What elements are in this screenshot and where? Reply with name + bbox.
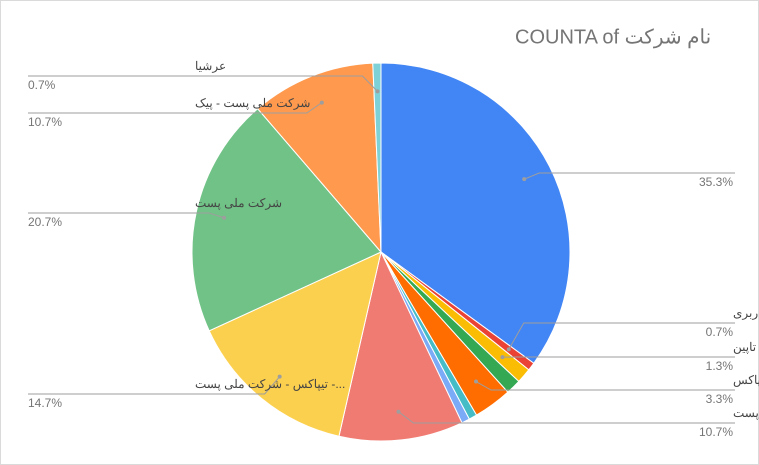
slice-name: تیپاکس - شرکت ملی پست <box>733 406 759 420</box>
value-label: 10.7% <box>28 115 62 129</box>
value-label: 10.7% <box>699 425 733 439</box>
slice-name: تاپین <box>733 340 756 354</box>
pie-slice <box>380 62 571 364</box>
leader-dot <box>522 177 527 182</box>
leader-line <box>508 322 735 350</box>
leader-dot <box>222 215 227 220</box>
leader-line <box>28 212 225 219</box>
chart-title: COUNTA of نام شرکت <box>515 26 711 48</box>
leader-dot <box>396 409 401 414</box>
leader-line <box>28 75 378 92</box>
pie-slice <box>338 250 463 442</box>
leader-line <box>523 172 735 180</box>
leader-dot <box>473 379 478 384</box>
leader-dot <box>375 89 380 94</box>
pie-slice <box>191 108 382 332</box>
leader-line <box>398 411 735 424</box>
value-label: 1.3% <box>706 359 734 373</box>
value-label: 3.3% <box>706 392 734 406</box>
leader-dot <box>506 347 511 352</box>
slice-name: عرشیا <box>195 59 226 73</box>
value-label: 0.7% <box>28 78 56 92</box>
leader-line <box>28 376 281 395</box>
leader-line <box>28 102 323 114</box>
slice-name: شرکت ملی پست - پیک <box>195 96 310 110</box>
slice-name: تیپاکس <box>733 373 759 387</box>
leader-dot <box>277 374 282 379</box>
slice-name: شرکت ملی پست <box>195 196 282 210</box>
pie-slice <box>208 251 382 437</box>
value-label: 0.7% <box>706 325 734 339</box>
value-label: 20.7% <box>28 215 62 229</box>
value-label: 35.3% <box>699 175 733 189</box>
slice-name: باربری <box>733 306 759 320</box>
value-label: 14.7% <box>28 396 62 410</box>
slice-name: ...- تیپاکس - شرکت ملی پست <box>195 377 345 391</box>
leader-dot <box>319 100 324 105</box>
leader-dot <box>500 355 505 360</box>
pie-slice <box>372 62 382 253</box>
leader-line <box>475 381 735 391</box>
